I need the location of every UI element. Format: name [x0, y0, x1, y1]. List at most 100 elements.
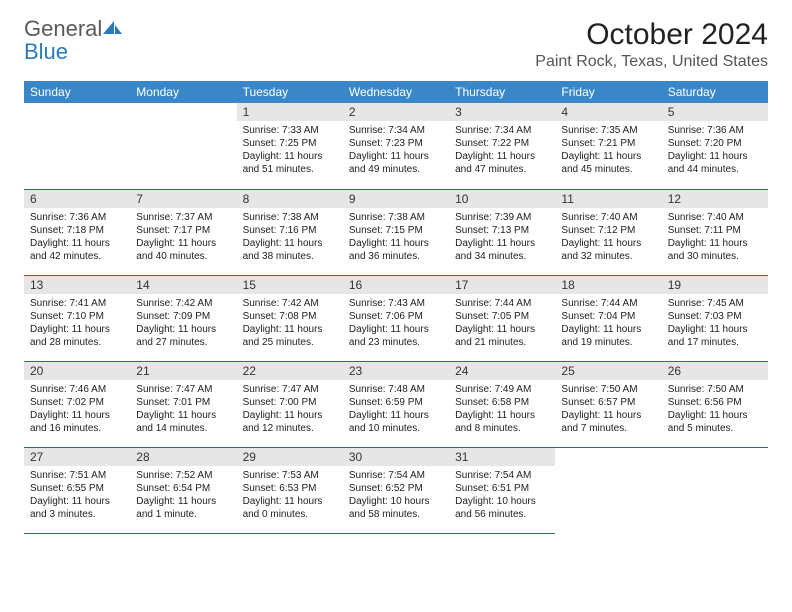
day-number: 16	[343, 276, 449, 294]
sunset-line: Sunset: 7:10 PM	[30, 310, 124, 323]
day-cell: 27Sunrise: 7:51 AMSunset: 6:55 PMDayligh…	[24, 447, 130, 533]
week-row: 6Sunrise: 7:36 AMSunset: 7:18 PMDaylight…	[24, 189, 768, 275]
sunrise-line: Sunrise: 7:44 AM	[561, 297, 655, 310]
sunrise-line: Sunrise: 7:50 AM	[668, 383, 762, 396]
logo: General Blue	[24, 18, 124, 63]
day-content: Sunrise: 7:47 AMSunset: 7:00 PMDaylight:…	[237, 380, 343, 439]
day-number: 28	[130, 448, 236, 466]
sunset-line: Sunset: 6:54 PM	[136, 482, 230, 495]
sunset-line: Sunset: 7:01 PM	[136, 396, 230, 409]
sunset-line: Sunset: 6:59 PM	[349, 396, 443, 409]
day-number: 6	[24, 190, 130, 208]
daylight-line: Daylight: 10 hours and 56 minutes.	[455, 495, 549, 521]
daylight-line: Daylight: 11 hours and 47 minutes.	[455, 150, 549, 176]
sunrise-line: Sunrise: 7:45 AM	[668, 297, 762, 310]
day-number: 4	[555, 103, 661, 121]
week-row: 20Sunrise: 7:46 AMSunset: 7:02 PMDayligh…	[24, 361, 768, 447]
day-content: Sunrise: 7:36 AMSunset: 7:18 PMDaylight:…	[24, 208, 130, 267]
day-header: Sunday	[24, 81, 130, 103]
brand-word2: Blue	[24, 41, 124, 63]
day-cell: 7Sunrise: 7:37 AMSunset: 7:17 PMDaylight…	[130, 189, 236, 275]
brand-word1: General	[24, 16, 102, 41]
day-content: Sunrise: 7:33 AMSunset: 7:25 PMDaylight:…	[237, 121, 343, 180]
day-content: Sunrise: 7:42 AMSunset: 7:09 PMDaylight:…	[130, 294, 236, 353]
sunset-line: Sunset: 6:57 PM	[561, 396, 655, 409]
location: Paint Rock, Texas, United States	[535, 53, 768, 71]
sail-icon	[102, 20, 124, 36]
day-content: Sunrise: 7:41 AMSunset: 7:10 PMDaylight:…	[24, 294, 130, 353]
day-content: Sunrise: 7:40 AMSunset: 7:11 PMDaylight:…	[662, 208, 768, 267]
day-number: 12	[662, 190, 768, 208]
sunset-line: Sunset: 7:13 PM	[455, 224, 549, 237]
day-content: Sunrise: 7:34 AMSunset: 7:23 PMDaylight:…	[343, 121, 449, 180]
day-number: 15	[237, 276, 343, 294]
sunrise-line: Sunrise: 7:44 AM	[455, 297, 549, 310]
day-number: 1	[237, 103, 343, 121]
day-number: 20	[24, 362, 130, 380]
day-content: Sunrise: 7:37 AMSunset: 7:17 PMDaylight:…	[130, 208, 236, 267]
day-number: 5	[662, 103, 768, 121]
day-content: Sunrise: 7:53 AMSunset: 6:53 PMDaylight:…	[237, 466, 343, 525]
day-content: Sunrise: 7:52 AMSunset: 6:54 PMDaylight:…	[130, 466, 236, 525]
sunrise-line: Sunrise: 7:43 AM	[349, 297, 443, 310]
day-cell: 16Sunrise: 7:43 AMSunset: 7:06 PMDayligh…	[343, 275, 449, 361]
day-header: Thursday	[449, 81, 555, 103]
day-number: 30	[343, 448, 449, 466]
daylight-line: Daylight: 11 hours and 10 minutes.	[349, 409, 443, 435]
sunrise-line: Sunrise: 7:37 AM	[136, 211, 230, 224]
sunrise-line: Sunrise: 7:38 AM	[243, 211, 337, 224]
daylight-line: Daylight: 11 hours and 21 minutes.	[455, 323, 549, 349]
day-cell: 19Sunrise: 7:45 AMSunset: 7:03 PMDayligh…	[662, 275, 768, 361]
day-number: 25	[555, 362, 661, 380]
sunset-line: Sunset: 7:22 PM	[455, 137, 549, 150]
day-cell: 12Sunrise: 7:40 AMSunset: 7:11 PMDayligh…	[662, 189, 768, 275]
day-cell: 15Sunrise: 7:42 AMSunset: 7:08 PMDayligh…	[237, 275, 343, 361]
day-number: 24	[449, 362, 555, 380]
day-cell: 21Sunrise: 7:47 AMSunset: 7:01 PMDayligh…	[130, 361, 236, 447]
day-number: 17	[449, 276, 555, 294]
daylight-line: Daylight: 11 hours and 16 minutes.	[30, 409, 124, 435]
sunset-line: Sunset: 7:03 PM	[668, 310, 762, 323]
day-number: 7	[130, 190, 236, 208]
sunset-line: Sunset: 7:17 PM	[136, 224, 230, 237]
daylight-line: Daylight: 11 hours and 19 minutes.	[561, 323, 655, 349]
day-number: 26	[662, 362, 768, 380]
sunrise-line: Sunrise: 7:40 AM	[668, 211, 762, 224]
day-cell: 10Sunrise: 7:39 AMSunset: 7:13 PMDayligh…	[449, 189, 555, 275]
sunset-line: Sunset: 7:25 PM	[243, 137, 337, 150]
daylight-line: Daylight: 11 hours and 28 minutes.	[30, 323, 124, 349]
day-content: Sunrise: 7:44 AMSunset: 7:05 PMDaylight:…	[449, 294, 555, 353]
daylight-line: Daylight: 11 hours and 34 minutes.	[455, 237, 549, 263]
sunrise-line: Sunrise: 7:54 AM	[455, 469, 549, 482]
header: General Blue October 2024 Paint Rock, Te…	[24, 18, 768, 71]
day-cell	[662, 447, 768, 533]
sunrise-line: Sunrise: 7:35 AM	[561, 124, 655, 137]
day-cell	[130, 103, 236, 189]
day-cell: 1Sunrise: 7:33 AMSunset: 7:25 PMDaylight…	[237, 103, 343, 189]
day-cell: 4Sunrise: 7:35 AMSunset: 7:21 PMDaylight…	[555, 103, 661, 189]
day-content: Sunrise: 7:43 AMSunset: 7:06 PMDaylight:…	[343, 294, 449, 353]
day-content: Sunrise: 7:54 AMSunset: 6:51 PMDaylight:…	[449, 466, 555, 525]
daylight-line: Daylight: 11 hours and 32 minutes.	[561, 237, 655, 263]
sunset-line: Sunset: 7:11 PM	[668, 224, 762, 237]
day-cell: 5Sunrise: 7:36 AMSunset: 7:20 PMDaylight…	[662, 103, 768, 189]
sunset-line: Sunset: 6:52 PM	[349, 482, 443, 495]
day-cell: 23Sunrise: 7:48 AMSunset: 6:59 PMDayligh…	[343, 361, 449, 447]
week-row: 27Sunrise: 7:51 AMSunset: 6:55 PMDayligh…	[24, 447, 768, 533]
sunrise-line: Sunrise: 7:48 AM	[349, 383, 443, 396]
day-cell: 2Sunrise: 7:34 AMSunset: 7:23 PMDaylight…	[343, 103, 449, 189]
day-content: Sunrise: 7:38 AMSunset: 7:16 PMDaylight:…	[237, 208, 343, 267]
day-content: Sunrise: 7:49 AMSunset: 6:58 PMDaylight:…	[449, 380, 555, 439]
sunrise-line: Sunrise: 7:51 AM	[30, 469, 124, 482]
day-cell: 30Sunrise: 7:54 AMSunset: 6:52 PMDayligh…	[343, 447, 449, 533]
sunset-line: Sunset: 7:23 PM	[349, 137, 443, 150]
daylight-line: Daylight: 11 hours and 49 minutes.	[349, 150, 443, 176]
sunset-line: Sunset: 7:09 PM	[136, 310, 230, 323]
day-header: Saturday	[662, 81, 768, 103]
day-cell: 31Sunrise: 7:54 AMSunset: 6:51 PMDayligh…	[449, 447, 555, 533]
calendar-body: 1Sunrise: 7:33 AMSunset: 7:25 PMDaylight…	[24, 103, 768, 533]
sunrise-line: Sunrise: 7:39 AM	[455, 211, 549, 224]
day-number: 19	[662, 276, 768, 294]
daylight-line: Daylight: 11 hours and 12 minutes.	[243, 409, 337, 435]
day-number: 11	[555, 190, 661, 208]
